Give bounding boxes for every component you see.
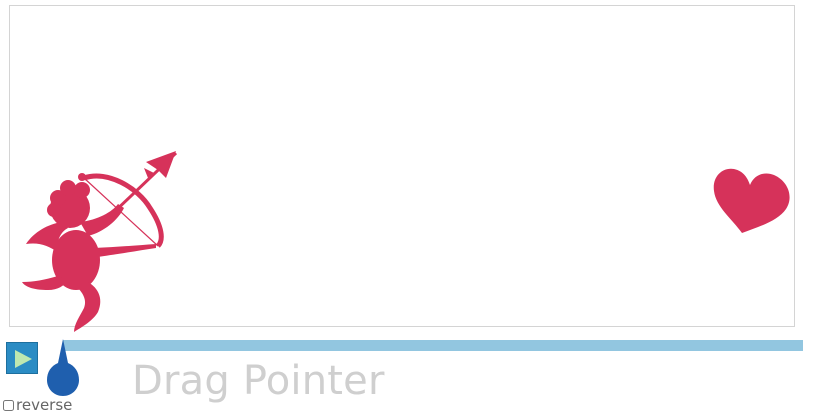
- drag-pointer-icon[interactable]: [46, 339, 80, 397]
- cupid-icon: [22, 151, 178, 332]
- drag-pointer-label: Drag Pointer: [132, 358, 385, 404]
- play-button[interactable]: [6, 342, 38, 374]
- play-icon: [15, 350, 32, 368]
- reverse-checkbox[interactable]: [3, 399, 14, 411]
- animation-stage: [9, 5, 795, 332]
- reverse-toggle[interactable]: reverse: [3, 395, 72, 415]
- timeline-controls: Drag Pointer reverse: [0, 335, 823, 419]
- heart-icon: [713, 168, 790, 233]
- reverse-label: reverse: [16, 396, 73, 414]
- timeline-track[interactable]: [63, 340, 803, 351]
